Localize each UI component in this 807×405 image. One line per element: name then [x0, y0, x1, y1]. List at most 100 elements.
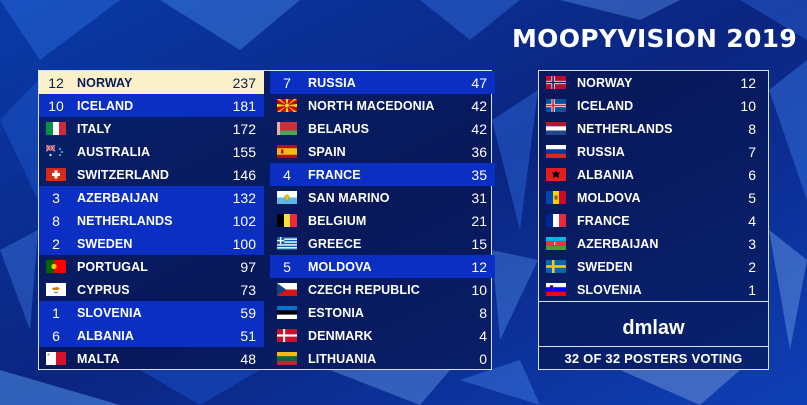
country-name: AUSTRALIA: [77, 144, 151, 159]
albania-flag-icon: [539, 163, 573, 186]
given-points: 2: [748, 258, 756, 275]
vote-row: ICELAND 10: [539, 94, 768, 117]
total-score: 0: [479, 350, 487, 367]
total-score: 146: [232, 166, 256, 183]
total-score: 181: [232, 97, 256, 114]
russia-flag-icon: [539, 140, 573, 163]
total-score: 102: [232, 212, 256, 229]
belarus-flag-icon: [270, 117, 304, 140]
country-name: ESTONIA: [308, 305, 365, 320]
given-points: 4: [748, 212, 756, 229]
received-points: 12: [48, 74, 64, 91]
scoreboard-row: DENMARK 4: [270, 324, 495, 347]
scoreboard-row: BELARUS 42: [270, 117, 495, 140]
norway-flag-icon: [539, 71, 573, 94]
given-points: 3: [748, 235, 756, 252]
vote-row: FRANCE 4: [539, 209, 768, 232]
spain-flag-icon: [270, 140, 304, 163]
scoreboard-row: CZECH REPUBLIC 10: [270, 278, 495, 301]
received-points: 5: [283, 258, 291, 275]
belgium-flag-icon: [270, 209, 304, 232]
vote-row: RUSSIA 7: [539, 140, 768, 163]
scoreboard-row: NORTH MACEDONIA 42: [270, 94, 495, 117]
scoreboard-row: BELGIUM 21: [270, 209, 495, 232]
total-score: 97: [240, 258, 256, 275]
scoreboard-row: AUSTRALIA 155: [39, 140, 264, 163]
country-name: ICELAND: [577, 98, 634, 113]
country-name: CYPRUS: [77, 282, 130, 297]
scoreboard-row: GREECE 15: [270, 232, 495, 255]
received-points: 4: [283, 166, 291, 183]
scoreboard-row: 7 RUSSIA 47: [270, 71, 495, 94]
country-name: SLOVENIA: [77, 305, 142, 320]
country-name: DENMARK: [308, 328, 373, 343]
votes-list: NORWAY 12 ICELAND 10 NETHERLANDS 8 RUSSIA 7 ALBA…: [539, 71, 768, 301]
moldova-flag-icon: [539, 186, 573, 209]
total-score: 73: [240, 281, 256, 298]
vote-row: AZERBAIJAN 3: [539, 232, 768, 255]
scoreboard-row: 10 ICELAND 181: [39, 94, 264, 117]
scoreboard-row: 3 AZERBAIJAN 132: [39, 186, 264, 209]
country-name: FRANCE: [308, 167, 361, 182]
scoreboard-column-left: 12 NORWAY 237 10 ICELAND 181 ITALY 172 AUSTRALIA…: [39, 71, 264, 370]
country-name: SAN MARINO: [308, 190, 390, 205]
country-name: ICELAND: [77, 98, 134, 113]
country-name: NORWAY: [577, 75, 633, 90]
scoreboard-row: PORTUGAL 97: [39, 255, 264, 278]
scoreboard-row: SPAIN 36: [270, 140, 495, 163]
italy-flag-icon: [39, 117, 73, 140]
country-name: SPAIN: [308, 144, 346, 159]
portugal-flag-icon: [39, 255, 73, 278]
estonia-flag-icon: [270, 301, 304, 324]
votes-panel: NORWAY 12 ICELAND 10 NETHERLANDS 8 RUSSIA 7 ALBA…: [538, 70, 769, 370]
country-name: SWEDEN: [77, 236, 133, 251]
country-name: NETHERLANDS: [77, 213, 173, 228]
total-score: 48: [240, 350, 256, 367]
total-score: 47: [471, 74, 487, 91]
total-score: 59: [240, 304, 256, 321]
country-name: PORTUGAL: [77, 259, 148, 274]
scoreboard-row: LITHUANIA 0: [270, 347, 495, 370]
scoreboard-row: MALTA 48: [39, 347, 264, 370]
greece-flag-icon: [270, 232, 304, 255]
received-points: 10: [48, 97, 64, 114]
total-score: 172: [232, 120, 256, 137]
given-points: 12: [740, 74, 756, 91]
country-name: AZERBAIJAN: [577, 236, 659, 251]
given-points: 10: [740, 97, 756, 114]
given-points: 5: [748, 189, 756, 206]
total-score: 4: [479, 327, 487, 344]
country-name: NORWAY: [77, 75, 133, 90]
country-name: SWITZERLAND: [77, 167, 170, 182]
given-points: 7: [748, 143, 756, 160]
vote-row: SLOVENIA 1: [539, 278, 768, 301]
scoreboard-column-right: 7 RUSSIA 47 NORTH MACEDONIA 42 BELARUS 42 SPAIN…: [270, 71, 495, 370]
malta-flag-icon: [39, 347, 73, 370]
vote-row: MOLDOVA 5: [539, 186, 768, 209]
given-points: 6: [748, 166, 756, 183]
vote-row: SWEDEN 2: [539, 255, 768, 278]
scoreboard-row: 8 NETHERLANDS 102: [39, 209, 264, 232]
scoreboard-row: SWITZERLAND 146: [39, 163, 264, 186]
slovenia-flag-icon: [539, 278, 573, 301]
total-score: 21: [471, 212, 487, 229]
country-name: SLOVENIA: [577, 282, 642, 297]
country-name: AZERBAIJAN: [77, 190, 159, 205]
scoreboard-row: SAN MARINO 31: [270, 186, 495, 209]
received-points: 3: [52, 189, 60, 206]
scoreboard-row: 4 FRANCE 35: [270, 163, 495, 186]
czech-flag-icon: [270, 278, 304, 301]
scoreboard-row: 5 MOLDOVA 12: [270, 255, 495, 278]
total-score: 35: [471, 166, 487, 183]
vote-row: NORWAY 12: [539, 71, 768, 94]
france-flag-icon: [539, 209, 573, 232]
page-title: MOOPYVISION 2019: [512, 24, 798, 53]
country-name: SWEDEN: [577, 259, 633, 274]
country-name: ALBANIA: [577, 167, 634, 182]
country-name: LITHUANIA: [308, 351, 377, 366]
country-name: RUSSIA: [308, 75, 356, 90]
country-name: BELGIUM: [308, 213, 367, 228]
given-points: 1: [748, 281, 756, 298]
country-name: NETHERLANDS: [577, 121, 673, 136]
vote-row: NETHERLANDS 8: [539, 117, 768, 140]
